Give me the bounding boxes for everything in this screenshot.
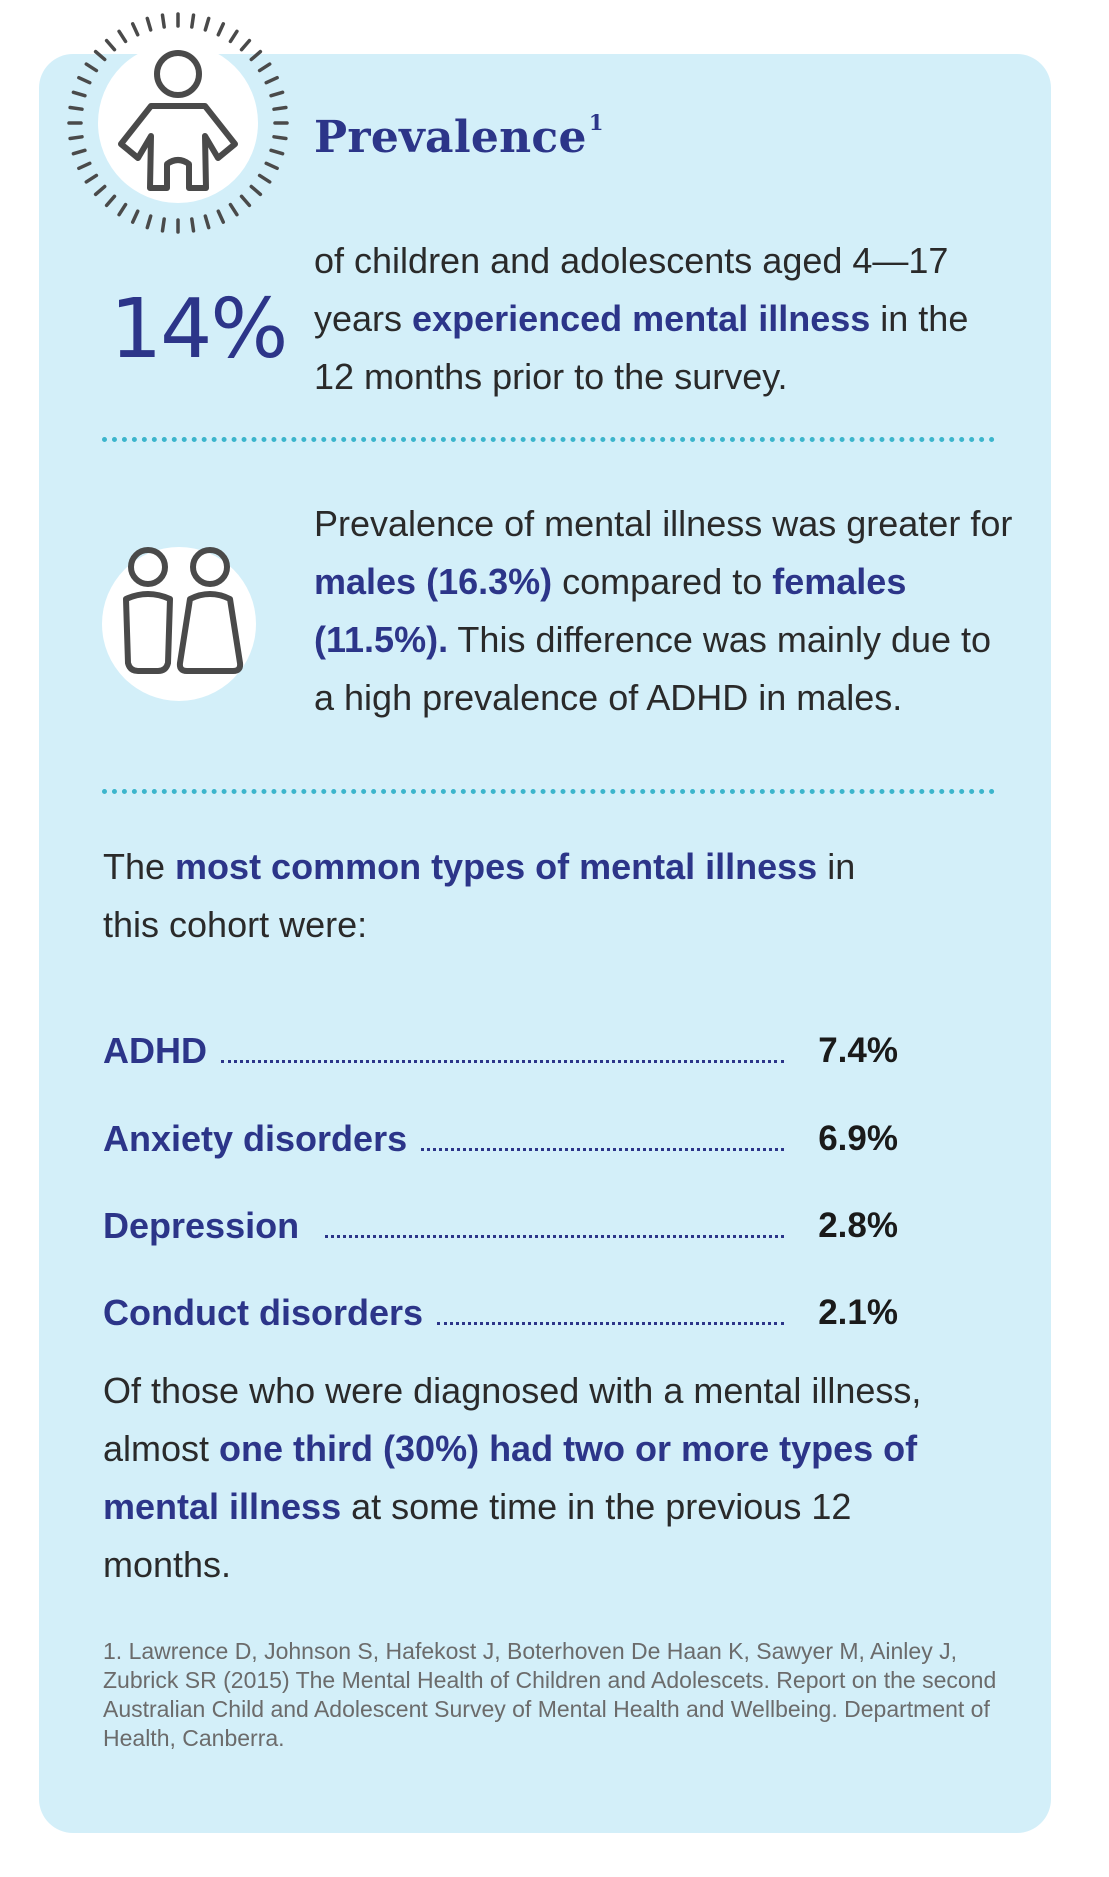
illness-row-depression: Depression 2.8% [103, 1198, 898, 1248]
child-icon [67, 12, 289, 234]
illness-row-adhd: ADHD 7.4% [103, 1023, 898, 1073]
illness-label: ADHD [103, 1030, 207, 1071]
male-female-icon [102, 547, 256, 701]
dotted-leader [437, 1322, 784, 1325]
prevalence-card [39, 54, 1051, 1833]
dotted-leader [325, 1235, 784, 1238]
footnote-marker: 1 [588, 110, 604, 136]
illness-value: 6.9% [818, 1119, 898, 1158]
dotted-divider [102, 789, 995, 794]
dotted-divider [102, 437, 995, 442]
illness-row-conduct: Conduct disorders 2.1% [103, 1285, 898, 1335]
illness-value: 7.4% [818, 1031, 898, 1070]
types-intro: The most common types of mental illness … [103, 846, 856, 945]
dotted-leader [421, 1148, 784, 1151]
illness-label: Anxiety disorders [103, 1118, 408, 1159]
illness-row-anxiety: Anxiety disorders 6.9% [103, 1111, 898, 1161]
gender-description: Prevalence of mental illness was greater… [314, 503, 1013, 718]
illness-label: Depression [103, 1205, 300, 1246]
illness-label: Conduct disorders [103, 1292, 424, 1333]
footnote: 1. Lawrence D, Johnson S, Hafekost J, Bo… [103, 1638, 997, 1751]
section-title: Prevalence1 [314, 110, 604, 163]
prevalence-stat: 14% [110, 282, 288, 377]
dotted-leader [221, 1060, 784, 1063]
prevalence-description: of children and adolescents aged 4—17 ye… [314, 240, 969, 397]
illness-value: 2.8% [818, 1206, 898, 1245]
comorbidity-description: Of those who were diagnosed with a menta… [103, 1370, 922, 1585]
illness-value: 2.1% [818, 1293, 898, 1332]
